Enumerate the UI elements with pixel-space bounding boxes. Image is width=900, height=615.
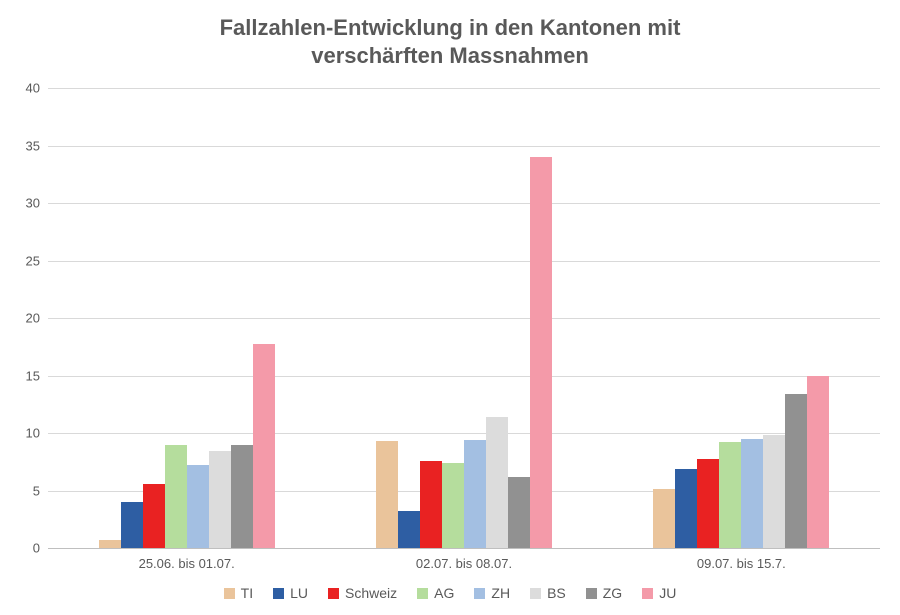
legend-item: BS [530,585,566,601]
legend-label: AG [434,585,454,601]
bar [99,540,121,548]
plot-area: 051015202530354025.06. bis 01.07.02.07. … [48,88,880,548]
chart-title-line: Fallzahlen-Entwicklung in den Kantonen m… [0,14,900,42]
grid-line [48,261,880,262]
grid-line [48,88,880,89]
bar [741,439,763,548]
x-tick-label: 02.07. bis 08.07. [416,548,512,571]
chart-title: Fallzahlen-Entwicklung in den Kantonen m… [0,14,900,69]
legend-swatch [586,588,597,599]
bar [121,502,143,548]
grid-line [48,146,880,147]
bar [376,441,398,548]
bar [807,376,829,549]
chart-title-line: verschärften Massnahmen [0,42,900,70]
y-tick-label: 25 [26,253,48,268]
bar [464,440,486,548]
legend: TI LU Schweiz AG ZH BS ZG JU [0,585,900,604]
bar [231,445,253,549]
bar [253,344,275,548]
bar [763,435,785,548]
legend-item: TI [224,585,253,601]
legend-swatch [530,588,541,599]
grid-line [48,376,880,377]
bar [398,511,420,548]
y-tick-label: 5 [33,483,48,498]
x-tick-label: 25.06. bis 01.07. [139,548,235,571]
bar [785,394,807,548]
bar [420,461,442,548]
grid-line [48,318,880,319]
bar [209,451,231,548]
legend-item: JU [642,585,676,601]
bar [697,459,719,548]
y-tick-label: 0 [33,541,48,556]
legend-label: LU [290,585,308,601]
y-tick-label: 35 [26,138,48,153]
legend-item: Schweiz [328,585,397,601]
legend-swatch [417,588,428,599]
bar [442,463,464,548]
legend-label: ZG [603,585,622,601]
x-tick-label: 09.07. bis 15.7. [697,548,786,571]
grid-line [48,203,880,204]
legend-label: Schweiz [345,585,397,601]
legend-item: ZH [474,585,510,601]
bar [143,484,165,548]
y-tick-label: 15 [26,368,48,383]
legend-swatch [474,588,485,599]
legend-label: TI [241,585,253,601]
legend-swatch [328,588,339,599]
legend-item: LU [273,585,308,601]
legend-swatch [273,588,284,599]
bar [719,442,741,548]
legend-item: ZG [586,585,622,601]
bar [530,157,552,548]
chart-container: Fallzahlen-Entwicklung in den Kantonen m… [0,0,900,615]
legend-items: TI LU Schweiz AG ZH BS ZG JU [224,585,677,601]
legend-item: AG [417,585,454,601]
legend-swatch [224,588,235,599]
bar [508,477,530,548]
y-tick-label: 20 [26,311,48,326]
bar [486,417,508,548]
legend-label: ZH [491,585,510,601]
bar [187,465,209,548]
legend-label: JU [659,585,676,601]
y-tick-label: 30 [26,196,48,211]
bar [675,469,697,548]
y-tick-label: 40 [26,81,48,96]
bar [653,489,675,548]
bar [165,445,187,549]
legend-label: BS [547,585,566,601]
legend-swatch [642,588,653,599]
grid-line [48,433,880,434]
y-tick-label: 10 [26,426,48,441]
